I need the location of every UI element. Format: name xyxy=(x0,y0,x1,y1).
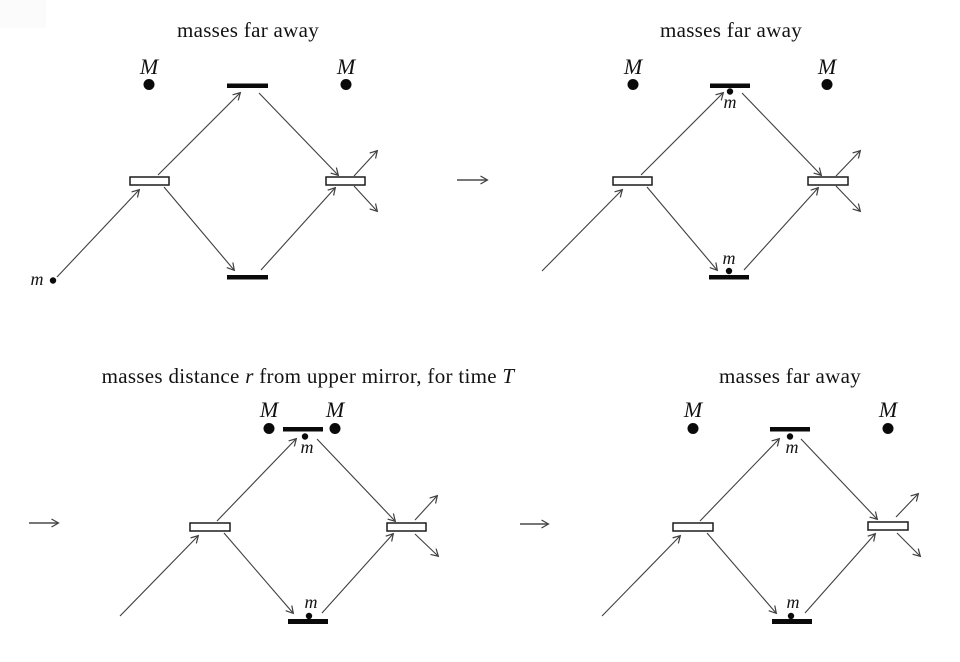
mass-M-left-label: M xyxy=(683,397,704,422)
panel-title: masses far away xyxy=(177,18,319,42)
output-beam-up-arrow xyxy=(414,494,439,521)
particle-m-upper-dot xyxy=(301,433,309,440)
beam-splitter-right xyxy=(386,522,427,532)
beam-splitter-left xyxy=(189,522,231,532)
output-beam-down-arrow xyxy=(835,185,862,213)
mass-M-left-dot xyxy=(143,79,155,90)
mass-M-left-dot xyxy=(687,423,699,434)
beam-splitter-to-lower-mirror-arrow xyxy=(223,532,295,615)
particle-m-lower-label: m xyxy=(723,248,736,268)
input-beam-arrow xyxy=(56,188,141,278)
particle-m-lower-dot xyxy=(725,267,733,275)
mass-M-right-label: M xyxy=(336,54,357,79)
lower-mirror xyxy=(709,275,749,280)
beam-splitter-to-upper-mirror-arrow xyxy=(699,437,781,522)
upper-mirror-to-splitter-arrow xyxy=(316,438,397,523)
mass-M-right-dot xyxy=(329,423,341,434)
mass-M-left-label: M xyxy=(259,397,280,422)
upper-mirror-to-splitter-arrow xyxy=(800,438,879,521)
upper-mirror xyxy=(227,83,268,88)
particle-m-upper-label: m xyxy=(724,92,737,112)
beam-splitter-left xyxy=(672,522,714,532)
title-math-T: T xyxy=(502,364,515,388)
upper-mirror-to-splitter-arrow xyxy=(741,92,823,177)
panel-bottom-left: masses distance r from upper mirror, for… xyxy=(102,364,516,624)
particle-m-input-dot xyxy=(49,277,57,284)
title-text-1: masses distance xyxy=(102,364,246,388)
output-beam-down-arrow xyxy=(414,533,440,558)
upper-mirror-to-splitter-arrow xyxy=(258,92,340,177)
beam-splitter-left xyxy=(129,176,170,186)
particle-m-lower-dot xyxy=(305,612,313,620)
beam-splitter-right xyxy=(807,176,849,186)
screenshot-artifact xyxy=(0,0,46,28)
particle-m-input-label: m xyxy=(31,269,44,289)
lower-mirror-to-splitter-arrow xyxy=(743,186,820,271)
title-math-r: r xyxy=(245,364,254,388)
mass-M-right-label: M xyxy=(817,54,838,79)
lower-mirror xyxy=(288,619,328,624)
mass-M-left-label: M xyxy=(623,54,644,79)
mass-M-left-dot xyxy=(263,423,275,434)
beam-splitter-left xyxy=(612,176,653,186)
mass-M-right-dot xyxy=(821,79,833,90)
input-beam-arrow xyxy=(541,188,624,272)
beam-splitter-to-lower-mirror-arrow xyxy=(163,186,236,272)
beam-splitter-to-upper-mirror-arrow xyxy=(640,91,725,176)
output-beam-up-arrow xyxy=(353,149,379,177)
panel-bottom-right: masses far away M M m m xyxy=(601,364,922,624)
beam-splitter-to-upper-mirror-arrow xyxy=(216,437,298,522)
lower-mirror-to-splitter-arrow xyxy=(260,186,337,271)
title-text-2: from upper mirror, for time xyxy=(254,364,503,388)
particle-m-lower-dot xyxy=(787,612,795,620)
upper-mirror xyxy=(710,83,750,88)
lower-mirror xyxy=(772,619,812,624)
mass-M-left-label: M xyxy=(139,54,160,79)
panel-title: masses distance r from upper mirror, for… xyxy=(102,364,516,388)
lower-mirror xyxy=(227,275,268,280)
beam-splitter-to-lower-mirror-arrow xyxy=(646,186,719,272)
particle-m-upper-label: m xyxy=(786,437,799,457)
panel-top-left: masses far away M M m xyxy=(31,18,379,289)
lower-mirror-to-splitter-arrow xyxy=(804,532,877,614)
beam-splitter-right xyxy=(325,176,366,186)
output-beam-down-arrow xyxy=(353,185,379,213)
output-beam-down-arrow xyxy=(896,532,922,558)
output-beam-up-arrow xyxy=(895,492,920,518)
beam-splitter-right xyxy=(867,521,909,531)
upper-mirror xyxy=(770,427,810,432)
panel-top-right: masses far away M M m m xyxy=(541,18,862,280)
input-beam-arrow xyxy=(119,534,200,617)
panel-title: masses far away xyxy=(660,18,802,42)
mass-M-right-label: M xyxy=(878,397,899,422)
beam-splitter-to-lower-mirror-arrow xyxy=(706,532,778,615)
input-beam-arrow xyxy=(601,534,682,617)
particle-m-lower-label: m xyxy=(787,592,800,612)
mass-M-right-dot xyxy=(882,423,894,434)
particle-m-upper-label: m xyxy=(301,437,314,457)
upper-mirror xyxy=(283,427,323,432)
particle-m-lower-label: m xyxy=(305,592,318,612)
mass-M-right-label: M xyxy=(325,397,346,422)
output-beam-up-arrow xyxy=(835,149,862,177)
mass-M-left-dot xyxy=(627,79,639,90)
beam-splitter-to-upper-mirror-arrow xyxy=(157,91,242,176)
particle-m-upper-dot xyxy=(726,88,734,95)
lower-mirror-to-splitter-arrow xyxy=(321,532,395,614)
mass-M-right-dot xyxy=(340,79,352,90)
panel-title: masses far away xyxy=(719,364,861,388)
particle-m-upper-dot xyxy=(786,433,794,440)
